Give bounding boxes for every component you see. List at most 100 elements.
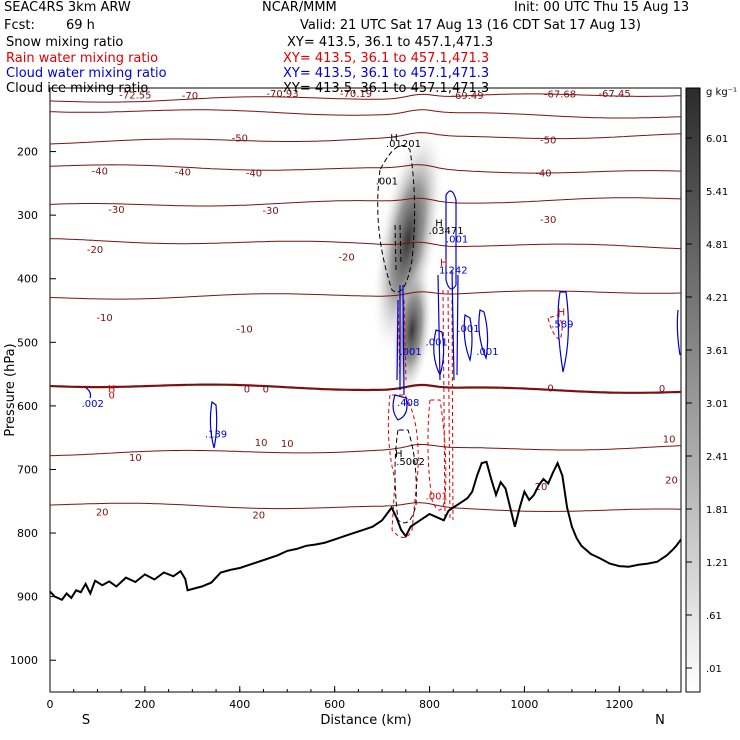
colorbar-tick-label: .61 [706,611,722,622]
contour-annotation: .01201 [386,139,421,150]
contour-annotation: .001 [457,324,479,335]
contour-annotation: H [440,258,448,269]
cloud-water-contours [85,190,681,449]
contour-annotations: .002H0.139H.01201.001H.03471.001H1.242.0… [82,133,574,503]
isotherm-label: -70.93 [266,89,298,100]
cloud-contour [676,309,681,356]
contour-annotation: .001 [426,337,448,348]
colorbar-bar [685,87,701,693]
x-tick-label: 400 [229,698,250,711]
y-tick-label: 300 [17,209,38,222]
field-xy-cloud-water: XY= 413.5, 36.1 to 457.1,471.3 [283,66,490,81]
colorbar-tick-label: 3.61 [706,346,728,357]
isotherm-label: -30 [262,206,278,217]
field-name-cloud-water: Cloud water mixing ratio [6,66,167,81]
isotherm--70 [49,93,682,103]
isotherm--50 [49,132,682,145]
isotherm-label: 20 [665,476,678,487]
y-tick-label: 500 [17,336,38,349]
rain-contour [442,289,454,521]
isotherm-20 [49,502,682,513]
contour-annotation: .001 [476,347,498,358]
y-tick-label: 700 [17,463,38,476]
isotherm-label: -30 [108,205,124,216]
y-tick-label: 600 [17,400,38,413]
cloud-contour [557,291,569,373]
isotherm-label: -10 [236,324,252,335]
cloud-contour [85,387,92,399]
contour-annotation: .001 [376,177,398,188]
y-axis: 200 300 400 500 600 700 800 900 1000 [10,146,56,667]
y-tick-label: 1000 [10,654,38,667]
isotherm--40 [49,164,682,174]
isotherm-label: 10 [129,453,142,464]
snow-contours [377,145,417,524]
contour-annotation: .001 [446,234,468,245]
fcst-label: Fcst: [4,18,35,33]
isotherm--10 [49,290,682,300]
contour-annotation: .03471 [429,226,464,237]
cloud-contour [437,269,459,381]
isotherm-label: -69.49 [451,91,483,102]
isotherm-label: -40 [246,169,262,180]
field-xy-snow: XY= 413.5, 36.1 to 457.1,471.3 [287,35,494,50]
isotherm-label: -40 [175,167,191,178]
isotherm-label: 10 [663,434,676,445]
contour-annotation: .408 [397,398,419,409]
contour-annotation: .139 [205,430,227,441]
isotherm-label: -67.68 [544,90,576,101]
field-xy-rain: XY= 413.5, 36.1 to 457.1,471.3 [283,51,490,66]
x-axis: 0 200 400 600 800 1000 1200 [47,686,668,711]
isotherm-label: 20 [535,482,548,493]
y-tick-label: 200 [17,146,38,159]
rain-water-contours [387,289,563,538]
isotherm-label: 0 [244,385,250,396]
colorbar-tick-label: 1.81 [706,505,728,516]
colorbar-tick-label: 3.01 [706,399,728,410]
field-xy-cloud-ice: XY= 413.5, 36.1 to 457.1,471.3 [283,81,490,96]
field-name-cloud-ice: Cloud ice mixing ratio [6,81,149,96]
x-tick-label: 1000 [510,698,538,711]
colorbar-tick-label: .01 [706,664,722,675]
terrain-profile [49,460,682,602]
snow-shading [371,121,445,400]
isotherm-label: 10 [281,439,294,450]
isotherm--20 [49,238,682,250]
isotherm-label: -20 [338,252,354,263]
isotherm-label: -67.45 [598,89,630,100]
endpoint-right: N [655,713,665,728]
cloud-contour [396,284,405,396]
contour-annotation: .589 [551,320,573,331]
snow-contour [394,224,402,271]
isotherm-label: 20 [96,507,109,518]
isotherm-10 [50,443,682,457]
cloud-contour [445,190,457,290]
isotherm-label: -40 [535,169,551,180]
isotherm-label: -50 [540,135,556,146]
contour-annotation: .001 [399,347,421,358]
isotherm--60 [49,109,682,119]
y-tick-label: 400 [17,273,38,286]
y-tick-label: 800 [17,527,38,540]
rain-contour [547,314,563,341]
fcst-value: 69 h [66,18,95,33]
cloud-contour [463,314,473,363]
isotherm-label: 10 [255,438,268,449]
isotherm-label: -72.55 [119,90,151,101]
colorbar-tick-label: 1.21 [706,558,728,569]
contour-annotation: 0 [108,390,114,401]
cloud-contour [478,309,489,361]
isotherm-label: -20 [87,245,103,256]
colorbar-unit: g kg⁻¹ [706,87,737,98]
x-tick-label: 1200 [605,698,633,711]
isotherm-label: 0 [263,385,269,396]
x-tick-label: 200 [134,698,155,711]
snow-plume-lower [390,260,434,400]
colorbar-tick-label: 2.41 [706,452,728,463]
contour-annotation: H [435,219,443,230]
contour-annotation: .001 [426,491,448,502]
snow-contour [377,145,416,293]
center-title: NCAR/MMM [262,0,337,15]
contour-annotation: H [390,133,398,144]
